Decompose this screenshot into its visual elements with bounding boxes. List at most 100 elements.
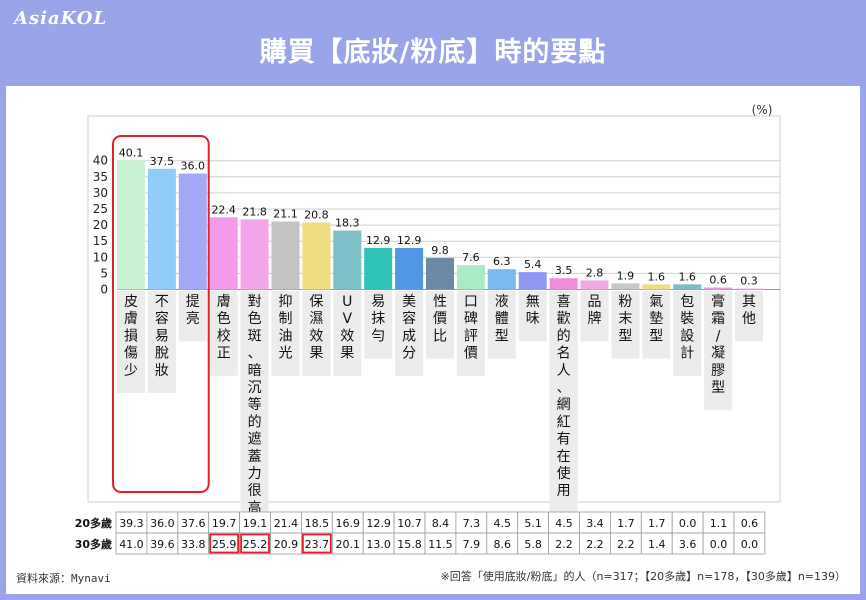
category-label-bg bbox=[271, 291, 300, 376]
category-label: 不容易脫妝 bbox=[155, 294, 169, 379]
table-cell-value: 33.8 bbox=[181, 538, 206, 551]
bar-value-label: 18.3 bbox=[335, 217, 360, 230]
category-label-bg bbox=[209, 291, 238, 376]
bar-value-label: 40.1 bbox=[119, 146, 144, 159]
bar bbox=[673, 284, 702, 290]
category-label-bg bbox=[518, 291, 547, 342]
category-label-bg bbox=[642, 291, 671, 359]
bar bbox=[487, 269, 516, 290]
y-tick-label: 25 bbox=[93, 202, 108, 216]
table-cell-value: 21.4 bbox=[274, 517, 299, 530]
bar-value-label: 12.9 bbox=[397, 234, 422, 247]
y-tick-label: 35 bbox=[93, 170, 108, 184]
bar bbox=[518, 272, 547, 290]
bar bbox=[426, 257, 454, 290]
table-cell-value: 4.5 bbox=[494, 517, 512, 530]
table-cell-value: 18.5 bbox=[305, 517, 330, 530]
table-cell-value: 25.2 bbox=[243, 538, 268, 551]
table-cell-value: 2.2 bbox=[555, 538, 573, 551]
bar-value-label: 0.6 bbox=[709, 274, 727, 287]
table-cell bbox=[733, 532, 766, 555]
bar-value-label: 2.8 bbox=[586, 266, 604, 279]
category-label: 皮膚損傷少 bbox=[124, 294, 138, 379]
table-cell-value: 39.6 bbox=[150, 538, 175, 551]
table-cell-value: 2.2 bbox=[586, 538, 604, 551]
asiakol-logo: AsiaKOL bbox=[14, 8, 108, 29]
table-cell-value: 1.4 bbox=[648, 538, 666, 551]
table-cell-value: 39.3 bbox=[119, 517, 144, 530]
category-label-bg bbox=[240, 291, 269, 531]
y-tick-label: 15 bbox=[93, 234, 108, 248]
y-tick-label: 40 bbox=[93, 154, 108, 168]
unit-label: (%) bbox=[752, 103, 773, 117]
bar bbox=[704, 287, 733, 290]
bar-value-label: 20.8 bbox=[304, 209, 329, 222]
table-cell-value: 25.9 bbox=[212, 538, 237, 551]
category-label-bg bbox=[487, 291, 516, 359]
category-label: 對色斑、暗沉等的遮蓋力很高 bbox=[248, 294, 262, 516]
category-label: 美容成分 bbox=[402, 294, 416, 362]
y-tick-label: 30 bbox=[93, 186, 108, 200]
table-cell-value: 13.0 bbox=[366, 538, 391, 551]
table-cell-value: 16.9 bbox=[336, 517, 361, 530]
table-cell-value: 20.9 bbox=[274, 538, 299, 551]
table-cell-value: 2.2 bbox=[617, 538, 635, 551]
category-label: 品牌 bbox=[588, 294, 602, 327]
category-label: 包裝設計 bbox=[680, 294, 694, 362]
bar bbox=[147, 168, 176, 290]
top-three-highlight-box bbox=[112, 135, 210, 493]
bar bbox=[209, 217, 238, 290]
table-cell-value: 10.7 bbox=[397, 517, 422, 530]
category-label-bg bbox=[580, 291, 609, 342]
bar-value-label: 6.3 bbox=[493, 255, 511, 268]
table-cell-value: 3.4 bbox=[586, 517, 604, 530]
table-cell-value: 36.0 bbox=[150, 517, 175, 530]
bar-value-label: 5.4 bbox=[524, 258, 542, 271]
table-cell-value: 12.9 bbox=[366, 517, 391, 530]
bar-value-label: 1.9 bbox=[617, 269, 635, 282]
category-label-bg bbox=[611, 291, 640, 359]
category-label: 易抹勻 bbox=[371, 294, 385, 344]
category-label: 液體型 bbox=[495, 294, 509, 344]
bar bbox=[117, 160, 145, 290]
y-tick-label: 20 bbox=[93, 218, 108, 232]
bar-value-label: 7.6 bbox=[462, 251, 480, 264]
table-cell-highlight bbox=[209, 533, 239, 554]
bar bbox=[549, 278, 578, 290]
bar bbox=[178, 173, 207, 290]
bar bbox=[271, 221, 300, 290]
bar bbox=[302, 222, 331, 290]
table-cell-value: 0.0 bbox=[679, 517, 697, 530]
category-label-bg bbox=[302, 291, 331, 376]
table-cell-value: 1.7 bbox=[648, 517, 666, 530]
category-label-bg bbox=[178, 291, 207, 342]
bar-value-label: 21.1 bbox=[273, 208, 298, 221]
bar bbox=[395, 247, 424, 290]
category-label-bg bbox=[395, 291, 424, 376]
category-label: 其他 bbox=[742, 294, 756, 327]
table-cell-value: 11.5 bbox=[428, 538, 453, 551]
bar bbox=[642, 284, 671, 290]
bar bbox=[580, 280, 609, 290]
table-cell-value: 19.7 bbox=[212, 517, 237, 530]
table-cell-value: 8.6 bbox=[494, 538, 512, 551]
category-label: 膚色校正 bbox=[217, 294, 231, 362]
table-cell-value: 7.3 bbox=[463, 517, 481, 530]
bar-value-label: 12.9 bbox=[366, 234, 391, 247]
bar-value-label: 9.8 bbox=[431, 244, 449, 257]
table-cell-value: 37.6 bbox=[181, 517, 206, 530]
bar-value-label: 1.6 bbox=[648, 270, 666, 283]
table-cell-highlight bbox=[301, 533, 332, 554]
bar-value-label: 3.5 bbox=[555, 264, 573, 277]
category-label: 保濕效果 bbox=[309, 294, 323, 362]
category-label-bg bbox=[735, 291, 763, 342]
table-cell-highlight bbox=[240, 533, 270, 554]
source-text: 資料來源：Mynavi bbox=[16, 572, 111, 585]
category-label-bg bbox=[426, 291, 454, 359]
bar bbox=[611, 283, 640, 290]
bar bbox=[364, 247, 393, 290]
category-label: 性價比 bbox=[433, 294, 447, 344]
category-label: 膏霜/凝膠型 bbox=[711, 293, 725, 396]
category-label-bg bbox=[549, 291, 578, 514]
